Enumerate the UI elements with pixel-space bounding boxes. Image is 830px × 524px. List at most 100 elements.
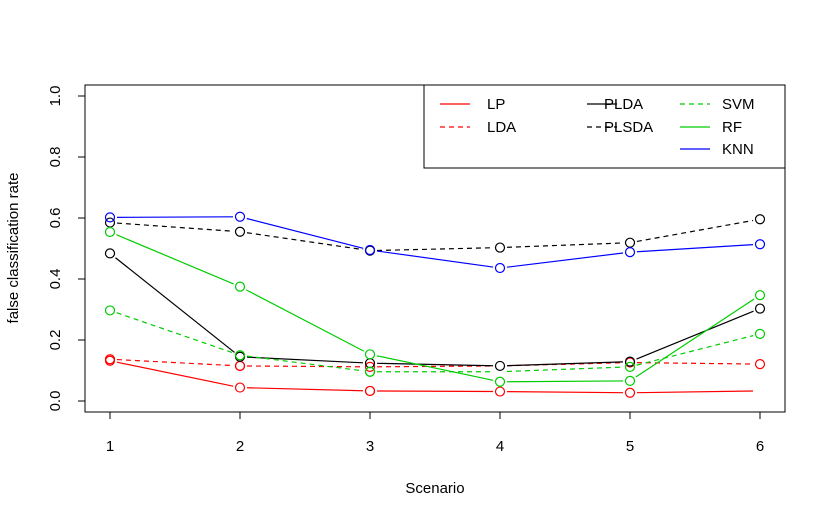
series-line-segment — [636, 390, 754, 394]
data-point — [624, 361, 636, 372]
data-point — [364, 244, 376, 256]
legend-label: LP — [487, 96, 505, 113]
data-point — [364, 385, 376, 397]
series-line-segment — [246, 355, 364, 372]
legend-item-plsda: PLSDA — [587, 119, 653, 136]
series-line-segment — [116, 358, 234, 367]
series-line-segment — [636, 244, 754, 253]
series-line-segment — [116, 216, 234, 218]
series-rf — [104, 226, 766, 387]
series-line-segment — [246, 217, 364, 249]
x-tick-label: 1 — [106, 438, 114, 455]
data-point — [364, 366, 376, 377]
data-point — [234, 360, 246, 372]
legend-label: PLDA — [604, 96, 643, 113]
y-tick-label: 0.0 — [47, 391, 64, 412]
series-line-segment — [506, 242, 624, 248]
x-tick-label: 4 — [496, 438, 504, 455]
legend-label: PLSDA — [604, 119, 653, 136]
legend-item-lda: LDA — [440, 119, 516, 136]
series-line-segment — [506, 361, 624, 367]
data-point — [624, 237, 636, 248]
data-point — [754, 239, 766, 250]
series-line-segment — [636, 335, 754, 366]
series-knn — [104, 211, 766, 274]
data-point — [624, 387, 636, 398]
data-point — [234, 350, 246, 361]
data-point — [364, 349, 376, 360]
legend-item-lp: LP — [440, 96, 505, 113]
data-point — [494, 376, 506, 387]
y-tick-label: 0.2 — [47, 330, 64, 351]
legend-item-plda: PLDA — [587, 96, 643, 113]
series-line-segment — [246, 356, 364, 364]
series-line-segment — [246, 232, 364, 251]
y-tick-label: 0.4 — [47, 269, 64, 290]
data-point — [104, 305, 116, 316]
series-lp — [104, 355, 754, 398]
series-line-segment — [246, 365, 364, 368]
series-line-segment — [376, 365, 494, 368]
series-line-segment — [376, 390, 494, 393]
x-tick-label: 6 — [756, 438, 764, 455]
data-point — [104, 217, 116, 228]
series-line-segment — [506, 252, 624, 268]
y-tick-label: 0.8 — [47, 147, 64, 168]
series-line-segment — [116, 312, 234, 354]
data-point — [104, 212, 116, 223]
legend-box — [423, 84, 786, 169]
series-line-segment — [376, 355, 494, 381]
series-line-segment — [506, 391, 624, 394]
legend: LP LDA PLDA PLSDA SVM RF KNN — [423, 84, 786, 169]
series-line-segment — [636, 219, 754, 243]
series-line-segment — [115, 257, 235, 353]
legend-item-knn: KNN — [680, 141, 754, 158]
data-point — [104, 248, 116, 259]
y-tick-label: 0.6 — [47, 208, 64, 229]
series-line-segment — [376, 362, 494, 367]
series-plsda — [104, 214, 766, 256]
legend-label: RF — [722, 119, 742, 136]
data-point — [494, 262, 506, 274]
series-line-segment — [376, 250, 494, 268]
data-point — [754, 328, 766, 339]
series-line-segment — [116, 222, 234, 232]
legend-label: SVM — [722, 96, 755, 113]
series-line-segment — [116, 234, 234, 285]
data-point — [494, 242, 506, 253]
data-point — [234, 281, 246, 292]
data-point — [104, 354, 116, 365]
data-point — [624, 375, 636, 386]
series-plda — [104, 248, 766, 372]
legend-item-rf: RF — [680, 119, 742, 136]
series-line-segment — [245, 289, 365, 352]
x-tick-label: 5 — [626, 438, 634, 455]
data-point — [754, 214, 766, 225]
series-line-segment — [635, 298, 755, 378]
data-point — [754, 358, 766, 370]
series-line-segment — [506, 366, 624, 373]
data-point — [234, 211, 246, 222]
series-line-segment — [636, 362, 754, 365]
series-line-segment — [636, 310, 754, 360]
series-line-segment — [116, 361, 234, 387]
series-line-segment — [506, 380, 624, 383]
y-axis-label: false classification rate — [5, 173, 22, 324]
legend-label: KNN — [722, 141, 754, 158]
data-point — [234, 382, 246, 393]
y-tick-label: 1.0 — [47, 86, 64, 107]
data-point — [624, 356, 636, 367]
series-line-segment — [376, 247, 494, 252]
x-tick-label: 2 — [236, 438, 244, 455]
x-tick-label: 3 — [366, 438, 374, 455]
series-svm — [104, 305, 766, 377]
data-point — [624, 247, 636, 258]
data-point — [754, 290, 766, 301]
data-point — [754, 303, 766, 314]
data-point — [364, 361, 376, 372]
data-point — [234, 226, 246, 237]
data-point — [494, 386, 506, 397]
data-point — [494, 360, 506, 372]
legend-item-svm: SVM — [680, 96, 755, 113]
